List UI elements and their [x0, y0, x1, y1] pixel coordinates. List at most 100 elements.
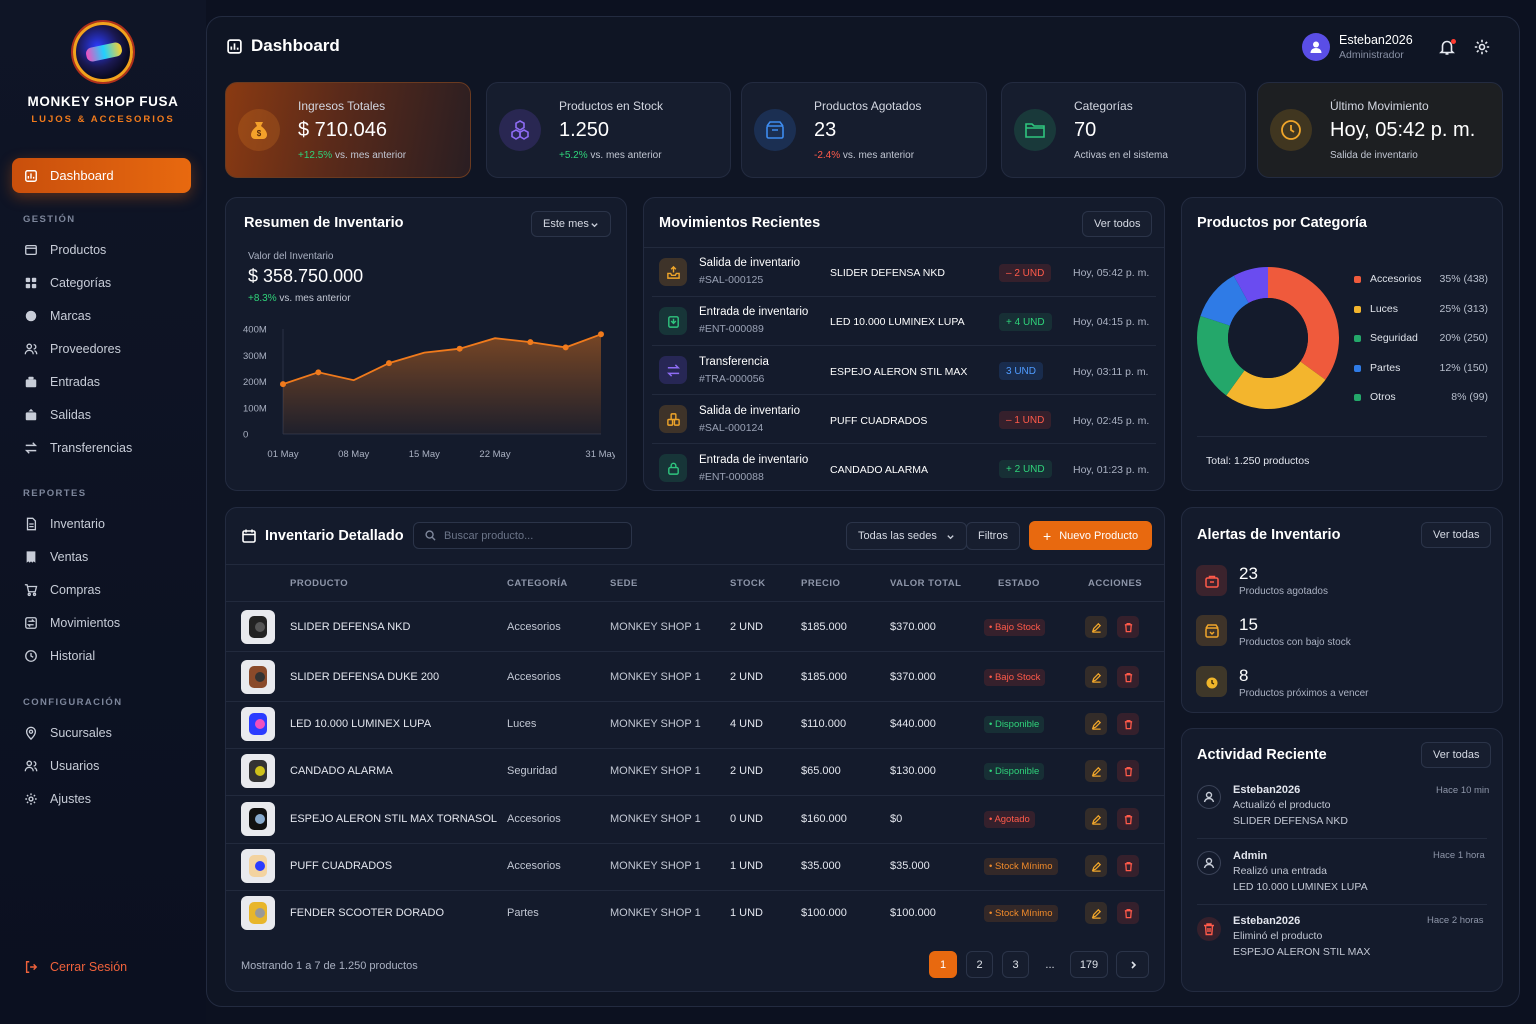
page-button[interactable]: 2 [966, 951, 993, 978]
kpi-value: 1.250 [559, 119, 610, 141]
edit-button[interactable] [1085, 902, 1107, 924]
gear-icon[interactable] [1473, 38, 1491, 56]
pencil-icon [1091, 719, 1101, 730]
product-thumbnail[interactable] [241, 896, 275, 930]
logout-label: Cerrar Sesión [50, 960, 128, 974]
edit-button[interactable] [1085, 713, 1107, 735]
column-header-valor-total[interactable]: VALOR TOTAL [890, 578, 962, 589]
view-all-alerts-button[interactable]: Ver todas [1421, 522, 1492, 548]
legend-swatch [1354, 275, 1361, 283]
data-point[interactable] [386, 360, 392, 367]
next-page-button[interactable] [1116, 951, 1149, 978]
sidebar-item-marcas[interactable]: Marcas [24, 306, 91, 326]
sidebar-item-inventario[interactable]: Inventario [24, 514, 105, 534]
delete-button[interactable] [1117, 902, 1139, 924]
logout-button[interactable]: Cerrar Sesión [24, 960, 127, 974]
edit-button[interactable] [1085, 760, 1107, 782]
product-name[interactable]: SLIDER DEFENSA DUKE 200 [290, 671, 440, 683]
sidebar-item-categorias[interactable]: Categorías [24, 273, 111, 293]
delete-button[interactable] [1117, 760, 1139, 782]
search-input[interactable]: Buscar producto... [413, 522, 632, 549]
page-button[interactable]: 1 [929, 951, 957, 978]
view-all-activity-button[interactable]: Ver todas [1421, 742, 1492, 768]
sidebar-item-usuarios[interactable]: Usuarios [24, 756, 99, 776]
product-name[interactable]: CANDADO ALARMA [290, 765, 393, 777]
donut-slice[interactable] [1233, 267, 1268, 303]
donut-slice[interactable] [1197, 316, 1245, 396]
product-name[interactable]: FENDER SCOOTER DORADO [290, 907, 445, 919]
filters-button[interactable]: Filtros [966, 522, 1020, 550]
product-thumbnail[interactable] [241, 610, 275, 644]
sidebar-item-ventas[interactable]: Ventas [24, 547, 88, 567]
column-header-estado[interactable]: ESTADO [998, 578, 1040, 589]
sidebar-item-transferencias[interactable]: Transferencias [24, 438, 132, 458]
period-select[interactable]: Este mes [531, 211, 611, 237]
site-filter-select[interactable]: Todas las sedes [846, 522, 967, 550]
edit-button[interactable] [1085, 666, 1107, 688]
user-icon [1197, 851, 1221, 875]
edit-button[interactable] [1085, 616, 1107, 638]
sidebar-item-label: Proveedores [50, 342, 121, 356]
column-header-categoria[interactable]: CATEGORÍA [507, 578, 568, 589]
product-thumbnail[interactable] [241, 660, 275, 694]
column-header-stock[interactable]: STOCK [730, 578, 766, 589]
sidebar-item-ajustes[interactable]: Ajustes [24, 789, 91, 809]
delete-button[interactable] [1117, 808, 1139, 830]
logout-icon [25, 961, 38, 973]
movement-product: LED 10.000 LUMINEX LUPA [830, 316, 965, 328]
kpi-label: Productos en Stock [559, 99, 664, 113]
page-button[interactable]: 179 [1070, 951, 1108, 978]
product-name[interactable]: SLIDER DEFENSA NKD [290, 621, 411, 633]
sidebar-item-productos[interactable]: Productos [24, 240, 106, 260]
kpi-card-ultimo-movimiento: Último Movimiento Hoy, 05:42 p. m. Salida … [1257, 82, 1503, 178]
sidebar-item-movimientos[interactable]: Movimientos [24, 613, 120, 633]
data-point[interactable] [562, 344, 569, 351]
sidebar-item-sucursales[interactable]: Sucursales [24, 723, 112, 743]
edit-button[interactable] [1085, 855, 1107, 877]
page-button[interactable]: 3 [1002, 951, 1029, 978]
user-icon [1197, 785, 1221, 809]
document-icon [24, 517, 38, 531]
edit-button[interactable] [1085, 808, 1107, 830]
product-thumbnail[interactable] [241, 707, 275, 741]
movement-type: Salida de inventario [699, 405, 801, 417]
brand-logo[interactable] [73, 22, 133, 82]
data-point[interactable] [280, 381, 286, 388]
product-name[interactable]: LED 10.000 LUMINEX LUPA [290, 718, 432, 730]
user-menu[interactable]: Esteban2026 Administrador [1302, 33, 1413, 61]
column-header-sede[interactable]: SEDE [610, 578, 638, 589]
donut-slice[interactable] [1268, 267, 1339, 380]
column-header-precio[interactable]: PRECIO [801, 578, 841, 589]
user-role: Administrador [1339, 49, 1404, 61]
alert-label: Productos con bajo stock [1239, 637, 1351, 648]
sidebar-item-historial[interactable]: Historial [24, 646, 95, 666]
sidebar-item-proveedores[interactable]: Proveedores [24, 339, 121, 359]
sidebar-item-dashboard[interactable]: Dashboard [12, 158, 191, 193]
product-name[interactable]: ESPEJO ALERON STIL MAX TORNASOL [290, 813, 498, 825]
new-product-button[interactable]: + Nuevo Producto [1029, 521, 1153, 550]
delete-button[interactable] [1117, 855, 1139, 877]
data-point[interactable] [527, 339, 534, 346]
product-name[interactable]: PUFF CUADRADOS [290, 860, 393, 872]
data-point[interactable] [315, 369, 322, 376]
donut-slice[interactable] [1200, 275, 1249, 326]
kpi-subtext: Activas en el sistema [1074, 150, 1168, 161]
card-title: Resumen de Inventario [244, 215, 404, 231]
delete-button[interactable] [1117, 713, 1139, 735]
delete-button[interactable] [1117, 666, 1139, 688]
kpi-card-ingresos: $ Ingresos Totales $ 710.046 +12.5% vs. me… [225, 82, 471, 178]
sidebar-item-compras[interactable]: Compras [24, 580, 101, 600]
donut-slice[interactable] [1226, 361, 1326, 409]
data-point[interactable] [598, 331, 604, 338]
product-thumbnail[interactable] [241, 754, 275, 788]
product-thumbnail[interactable] [241, 849, 275, 883]
bell-icon[interactable] [1438, 38, 1456, 56]
sidebar-item-entradas[interactable]: Entradas [24, 372, 100, 392]
column-header-producto[interactable]: PRODUCTO [290, 578, 349, 589]
data-point[interactable] [456, 345, 463, 352]
view-all-movements-button[interactable]: Ver todos [1082, 211, 1153, 237]
delete-button[interactable] [1117, 616, 1139, 638]
sidebar-item-salidas[interactable]: Salidas [24, 405, 91, 425]
product-thumbnail[interactable] [241, 802, 275, 836]
inbox-icon [659, 307, 687, 335]
